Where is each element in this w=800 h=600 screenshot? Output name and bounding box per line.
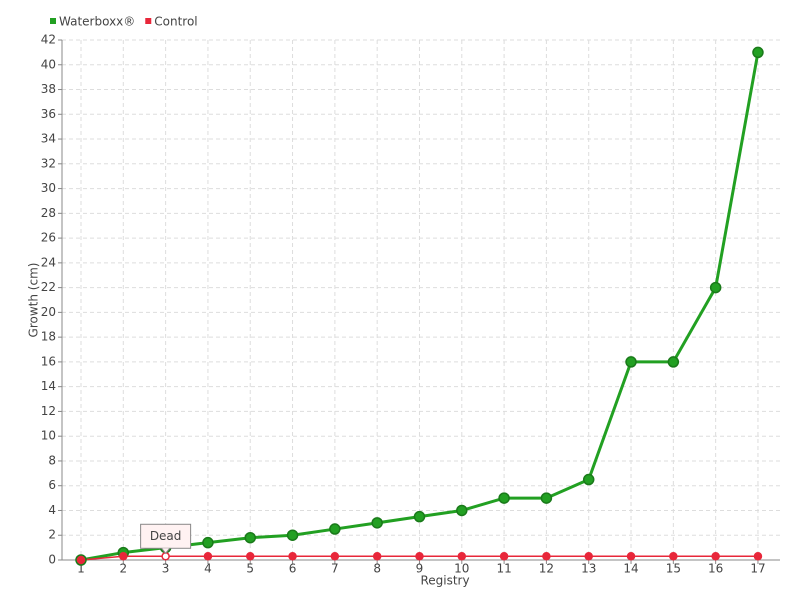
y-tick-label: 36 — [41, 107, 56, 121]
y-axis-label: Growth (cm) — [27, 263, 41, 338]
data-point — [542, 552, 551, 561]
data-point — [415, 552, 424, 561]
y-tick-label: 32 — [41, 156, 56, 170]
data-point — [626, 552, 636, 561]
data-point — [371, 517, 383, 529]
data-point — [456, 504, 468, 517]
data-point — [203, 552, 213, 561]
x-tick-label: 6 — [289, 562, 297, 576]
data-point — [76, 555, 86, 565]
data-point — [457, 552, 467, 561]
y-tick-label: 24 — [41, 255, 56, 269]
data-point — [582, 473, 595, 486]
annotation-box — [140, 523, 192, 549]
data-point — [329, 523, 341, 535]
data-point — [119, 552, 128, 561]
annotation: Dead — [140, 523, 192, 555]
annotation-pointer — [161, 547, 171, 555]
y-tick-label: 10 — [41, 429, 56, 443]
data-point — [752, 46, 764, 59]
y-tick-label: 12 — [41, 404, 56, 418]
data-point — [413, 510, 426, 523]
x-tick-label: 14 — [623, 562, 638, 576]
y-tick-label: 0 — [48, 553, 56, 567]
y-tick-label: 2 — [48, 528, 56, 542]
x-tick-label: 3 — [162, 562, 170, 576]
y-tick-label: 42 — [41, 33, 56, 47]
y-tick-label: 6 — [48, 478, 56, 492]
legend-label: Control — [154, 15, 197, 29]
x-tick-label: 2 — [119, 562, 127, 576]
y-tick-label: 16 — [41, 354, 56, 368]
legend-label: Waterboxx® — [59, 15, 135, 29]
data-point — [709, 281, 722, 294]
legend-swatch — [145, 18, 152, 24]
y-tick-label: 8 — [48, 453, 56, 467]
x-tick-label: 10 — [454, 562, 469, 576]
legend-swatch — [50, 18, 56, 24]
y-tick-label: 26 — [41, 231, 56, 245]
data-point — [498, 492, 510, 504]
y-tick-label: 18 — [41, 330, 56, 344]
data-point — [245, 552, 255, 561]
y-tick-label: 28 — [41, 206, 56, 220]
x-tick-label: 16 — [708, 562, 723, 576]
data-point — [286, 529, 299, 541]
data-point — [584, 552, 593, 561]
data-point — [625, 356, 637, 368]
x-tick-label: 8 — [373, 562, 381, 576]
y-tick-label: 4 — [48, 503, 56, 517]
y-tick-label: 34 — [41, 132, 56, 146]
y-tick-label: 40 — [41, 57, 56, 71]
x-tick-label: 12 — [539, 562, 554, 576]
x-tick-label: 17 — [750, 562, 765, 576]
data-point — [753, 552, 763, 561]
x-tick-label: 11 — [496, 562, 511, 576]
x-tick-label: 5 — [246, 562, 254, 576]
y-tick-label: 38 — [41, 82, 56, 96]
y-tick-label: 30 — [41, 181, 56, 195]
data-point — [669, 552, 678, 561]
y-tick-label: 20 — [41, 305, 56, 319]
x-tick-label: 13 — [581, 562, 596, 576]
data-point — [499, 552, 509, 561]
x-axis-label: Registry — [420, 574, 469, 588]
x-tick-label: 1 — [77, 562, 85, 576]
y-tick-label: 22 — [41, 280, 56, 294]
data-point — [711, 552, 720, 561]
x-tick-label: 4 — [204, 562, 212, 576]
x-tick-label: 15 — [666, 562, 681, 576]
annotation-text: Dead — [150, 529, 182, 543]
data-point — [540, 492, 553, 504]
x-tick-label: 7 — [331, 562, 339, 576]
data-point — [244, 531, 256, 544]
y-tick-label: 14 — [41, 379, 56, 393]
data-point — [330, 552, 340, 561]
data-point — [202, 536, 214, 549]
data-point — [667, 356, 680, 368]
data-point — [288, 552, 297, 561]
data-point — [372, 552, 382, 561]
x-tick-label: 9 — [416, 562, 424, 576]
